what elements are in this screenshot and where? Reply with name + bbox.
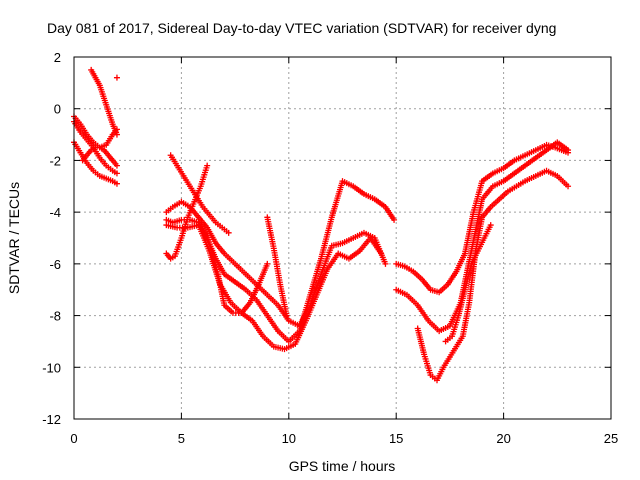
x-tick-label: 5 [178, 431, 185, 446]
data-point-marker [391, 216, 398, 223]
x-axis-label: GPS time / hours [289, 458, 396, 474]
x-tick-label: 25 [604, 431, 618, 446]
data-point-marker [113, 74, 120, 81]
y-tick-label: -8 [49, 309, 61, 324]
y-axis-label: SDTVAR / TECUs [6, 182, 22, 294]
data-point-marker [113, 180, 120, 187]
data-point-marker [283, 312, 290, 319]
y-tick-label: -2 [49, 153, 61, 168]
x-tick-label: 15 [389, 431, 403, 446]
data-point-marker [113, 131, 120, 138]
data-point-marker [487, 222, 494, 229]
y-tick-label: -10 [42, 360, 61, 375]
y-tick-label: 2 [54, 50, 61, 65]
data-point-marker [565, 147, 572, 154]
x-tick-label: 0 [70, 431, 77, 446]
y-tick-label: 0 [54, 102, 61, 117]
plot-frame [73, 56, 612, 420]
data-point-marker [113, 170, 120, 177]
data-marks [71, 66, 572, 384]
data-point-marker [113, 162, 120, 169]
x-tick-label: 10 [282, 431, 296, 446]
data-point-marker [565, 183, 572, 190]
x-tick-label: 20 [496, 431, 510, 446]
y-tick-label: -4 [49, 205, 61, 220]
data-point-marker [378, 250, 385, 257]
y-tick-label: -6 [49, 257, 61, 272]
data-point-marker [204, 162, 211, 169]
data-point-marker [382, 260, 389, 267]
chart-title: Day 081 of 2017, Sidereal Day-to-day VTE… [47, 20, 556, 36]
grid [74, 57, 611, 419]
y-tick-label: -12 [42, 412, 61, 427]
data-point-marker [264, 260, 271, 267]
data-point-marker [225, 229, 232, 236]
